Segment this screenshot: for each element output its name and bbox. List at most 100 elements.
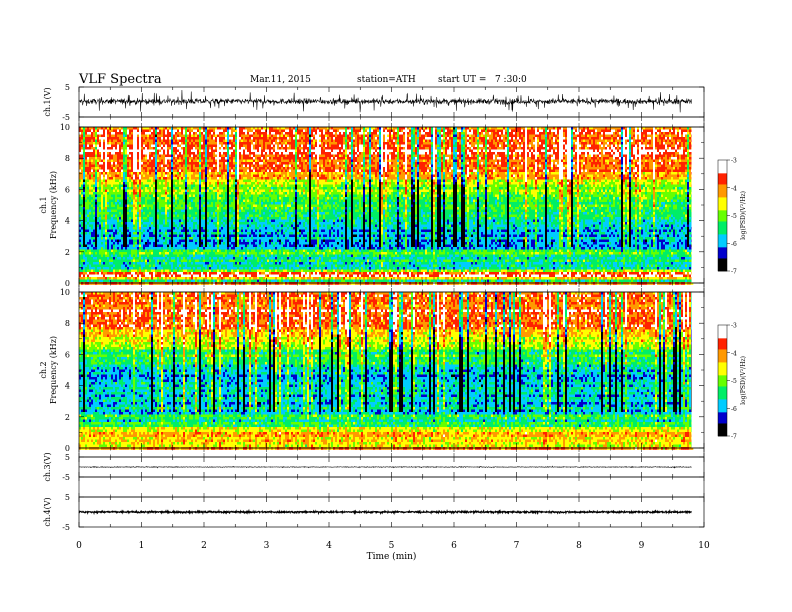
- spectrogram-cell: [251, 130, 253, 133]
- spectrogram-cell: [625, 127, 627, 130]
- spectrogram-cell: [689, 130, 691, 133]
- spectrogram-cell: [555, 130, 557, 133]
- spectrogram-cell: [401, 130, 403, 133]
- spectrogram-cell: [125, 132, 127, 135]
- spectrogram-cell: [249, 127, 251, 130]
- spectrogram-cell: [275, 132, 277, 135]
- spectrogram-cell: [297, 132, 299, 135]
- spectrogram-cell: [409, 132, 411, 135]
- spectrogram-cell: [201, 127, 203, 130]
- spectrogram-cell: [161, 132, 163, 135]
- spectrogram-cell: [439, 130, 441, 133]
- spectrogram-cell: [425, 132, 427, 135]
- spectrogram-cell: [377, 132, 379, 135]
- spectrogram-cell: [585, 127, 587, 130]
- spectrogram-cell: [529, 130, 531, 133]
- spectrogram-cell: [181, 127, 183, 130]
- spectrogram-cell: [553, 127, 555, 130]
- spectrogram-cell: [85, 127, 87, 130]
- spectrogram-cell: [117, 132, 119, 135]
- spectrogram-cell: [175, 130, 177, 133]
- spectrogram-cell: [131, 127, 133, 130]
- spectrogram-cell: [477, 132, 479, 135]
- spectrogram-cell: [253, 127, 255, 130]
- spectrogram-cell: [373, 132, 375, 135]
- spectrogram-cell: [403, 132, 405, 135]
- spectrogram-cell: [263, 132, 265, 135]
- spectrogram-cell: [379, 130, 381, 133]
- spectrogram-cell: [289, 127, 291, 130]
- spectrogram-cell: [267, 130, 269, 133]
- spectrogram-cell: [223, 130, 225, 133]
- spectrogram-cell: [171, 132, 173, 135]
- spectrogram-cell: [265, 127, 267, 130]
- spectrogram-cell: [513, 127, 515, 130]
- spectrogram-cell: [367, 127, 369, 130]
- spectrogram-cell: [383, 127, 385, 130]
- spectrogram-cell: [303, 127, 305, 130]
- spectrogram-cell: [481, 130, 483, 133]
- spectrogram-cell: [493, 130, 495, 133]
- spectrogram-cell: [507, 130, 509, 133]
- spectrogram-cell: [441, 130, 443, 133]
- spectrogram-cell: [251, 132, 253, 135]
- spectrogram-cell: [499, 130, 501, 133]
- spectrogram-cell: [601, 130, 603, 133]
- spectrogram-cell: [387, 132, 389, 135]
- spectrogram-cell: [425, 130, 427, 133]
- spectrogram-cell: [499, 127, 501, 130]
- spectrogram-cell: [579, 130, 581, 133]
- spectrogram-cell: [493, 127, 495, 130]
- spectrogram-cell: [623, 127, 625, 130]
- spectrogram-cell: [273, 130, 275, 133]
- spectrogram-cell: [175, 132, 177, 135]
- spectrogram-cell: [585, 130, 587, 133]
- spectrogram-cell: [605, 127, 607, 130]
- spectrogram-cell: [399, 132, 401, 135]
- spectrogram-cell: [343, 127, 345, 130]
- spectrogram-cell: [415, 132, 417, 135]
- spectrogram-cell: [469, 130, 471, 133]
- spectrogram-cell: [135, 132, 137, 135]
- spectrogram-cell: [119, 132, 121, 135]
- spectrogram-cell: [195, 127, 197, 130]
- spectrogram-cell: [369, 127, 371, 130]
- spectrogram-cell: [333, 132, 335, 135]
- spectrogram-cell: [689, 127, 691, 130]
- spectrogram-cell: [163, 127, 165, 130]
- spectrogram-cell: [189, 132, 191, 135]
- spectrogram-cell: [303, 130, 305, 133]
- spectrogram-cell: [373, 130, 375, 133]
- spectrogram-cell: [667, 130, 669, 133]
- spectrogram-cell: [241, 130, 243, 133]
- spectrogram-cell: [677, 127, 679, 130]
- spectrogram-cell: [599, 127, 601, 130]
- spectrogram-cell: [413, 132, 415, 135]
- spectrogram-cell: [309, 127, 311, 130]
- spectrogram-cell: [407, 127, 409, 130]
- spectrogram-cell: [161, 130, 163, 133]
- spectrogram-cell: [107, 127, 109, 130]
- spectrogram-cell: [589, 127, 591, 130]
- spectrogram-cell: [591, 127, 593, 130]
- spectrogram-cell: [201, 130, 203, 133]
- spectrogram-cell: [633, 127, 635, 130]
- spectrogram-cell: [219, 132, 221, 135]
- spectrogram-cell: [579, 127, 581, 130]
- spectrogram-cell: [237, 130, 239, 133]
- spectrogram-cell: [541, 130, 543, 133]
- spectrogram-cell: [85, 130, 87, 133]
- spectrogram-cell: [391, 132, 393, 135]
- spectrogram-cell: [163, 130, 165, 133]
- spectrogram-cell: [443, 130, 445, 133]
- spectrogram-cell: [311, 132, 313, 135]
- spectrogram-cell: [93, 127, 95, 130]
- spectrogram-cell: [495, 127, 497, 130]
- spectrogram-cell: [169, 127, 171, 130]
- spectrogram-cell: [323, 127, 325, 130]
- spectrogram-cell: [231, 127, 233, 130]
- spectrogram-cell: [141, 132, 143, 135]
- spectrogram-cell: [629, 130, 631, 133]
- spectrogram-cell: [417, 132, 419, 135]
- spectrogram-cell: [267, 132, 269, 135]
